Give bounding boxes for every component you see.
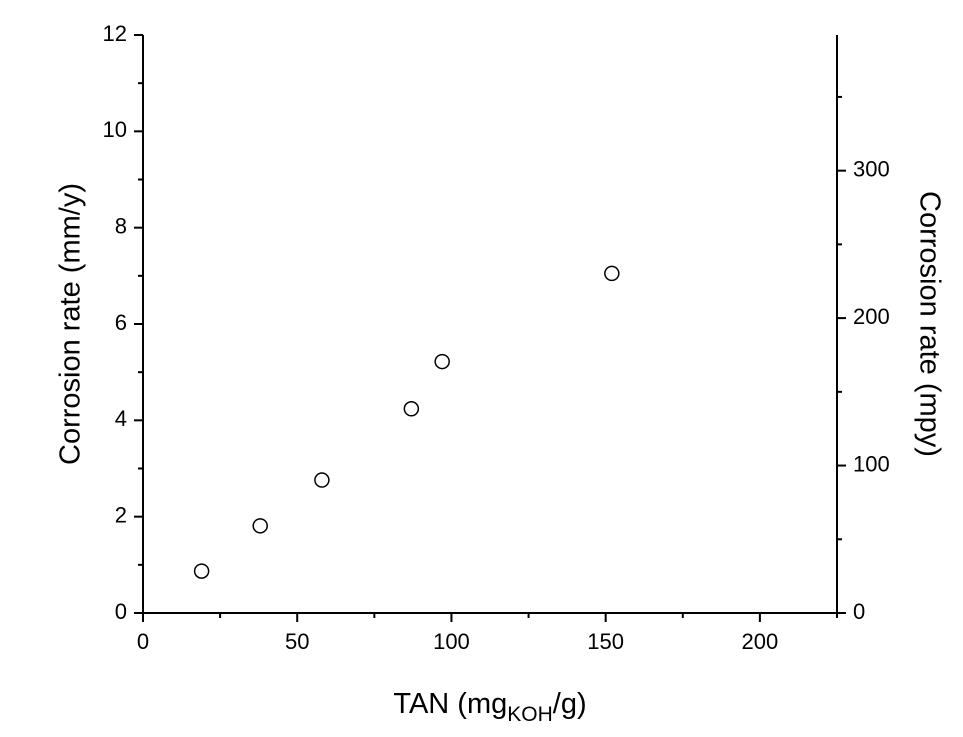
y2-axis-label: Corrosion rate (mpy) bbox=[913, 191, 945, 457]
x-tick-label: 100 bbox=[433, 629, 470, 654]
y2-tick-label: 300 bbox=[853, 156, 890, 181]
y-tick-label: 0 bbox=[115, 599, 127, 624]
point bbox=[252, 518, 268, 534]
x-tick-label: 0 bbox=[137, 629, 149, 654]
y2-tick-label: 100 bbox=[853, 451, 890, 476]
y-tick-label: 6 bbox=[115, 310, 127, 335]
x-label-part: /g) bbox=[553, 688, 587, 720]
point bbox=[403, 401, 420, 417]
x-axis-label: TAN (mgKOH/g) bbox=[393, 688, 586, 726]
x-tick-label: 200 bbox=[742, 629, 779, 654]
x-tick-label: 150 bbox=[587, 629, 624, 654]
point bbox=[193, 563, 210, 579]
point bbox=[604, 265, 620, 282]
y-tick-label: 12 bbox=[103, 21, 127, 46]
y2-tick-label: 0 bbox=[853, 599, 865, 624]
y-tick-label: 2 bbox=[115, 502, 127, 527]
x-label-sub: KOH bbox=[507, 703, 553, 726]
x-label-part: TAN (mg bbox=[393, 688, 507, 720]
y-tick-label: 8 bbox=[115, 213, 127, 238]
x-tick-label: 50 bbox=[285, 629, 309, 654]
y-tick-label: 10 bbox=[103, 117, 127, 142]
y2-tick-label: 200 bbox=[853, 304, 890, 329]
y-tick-label: 4 bbox=[115, 406, 127, 431]
point bbox=[434, 353, 450, 370]
point bbox=[314, 472, 330, 488]
y-axis-label: Corrosion rate (mm/y) bbox=[55, 183, 87, 465]
